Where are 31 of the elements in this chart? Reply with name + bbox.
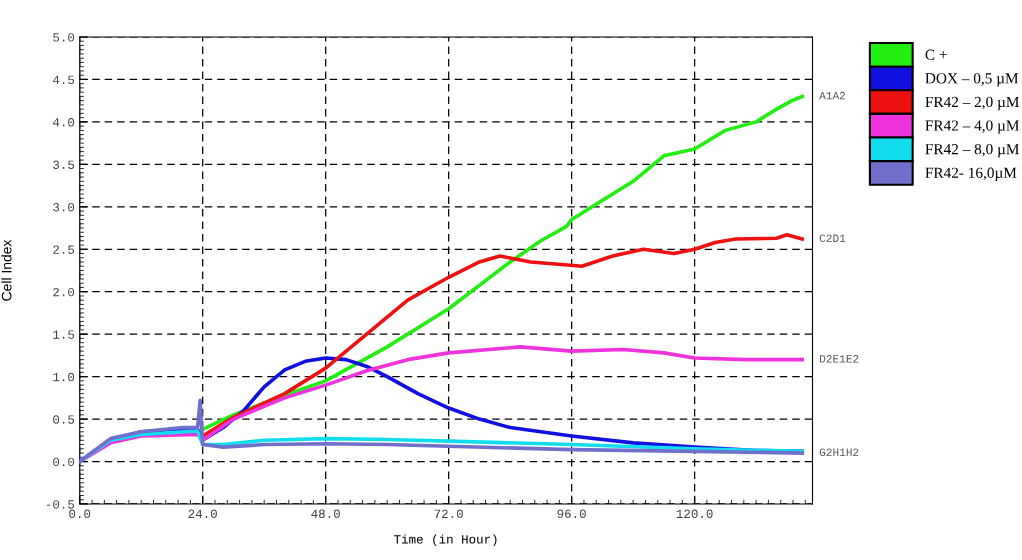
x-tick-label: 72.0 <box>434 509 463 519</box>
y-tick-label: 1.0 <box>53 372 75 382</box>
text: D2E1E2 <box>820 355 859 363</box>
text: C2D1 <box>819 234 846 243</box>
x-axis-title: Time (in Hour) <box>394 534 497 547</box>
line-series <box>79 398 805 464</box>
legend-label: FR42 – 2,0 µM <box>925 96 1019 111</box>
text: G2H1H2 <box>819 448 859 457</box>
y-tick-label: -0.5 <box>46 500 75 509</box>
y-tick-label: 2.0 <box>53 287 75 297</box>
x-tick-label: 120.0 <box>676 509 713 519</box>
y-tick-label: 3.5 <box>53 160 75 169</box>
y-axis-title: Cell Index <box>1 239 12 301</box>
legend-label: DOX – 0,5 µM <box>925 73 1019 87</box>
legend-label: FR42 – 4,0 µM <box>925 120 1019 134</box>
y-tick-label: 0.5 <box>53 415 75 424</box>
y-tick-label: 1.5 <box>53 330 75 339</box>
x-tick-label: 24.0 <box>188 509 217 519</box>
y-tick-label: 2.5 <box>53 245 75 254</box>
y-tick-label: 4.5 <box>52 75 75 85</box>
y-tick-label: 0.0 <box>53 457 75 467</box>
x-tick-label: 0.0 <box>69 509 91 519</box>
legend-label: C + <box>925 49 947 60</box>
y-tick-label: 4.0 <box>52 118 75 127</box>
x-tick-label: 48.0 <box>311 509 340 519</box>
x-tick-label: 96.0 <box>557 509 586 519</box>
y-tick-label: 3.0 <box>53 202 75 212</box>
legend-label: FR42 – 8,0 µM <box>925 143 1019 158</box>
legend-label: FR42- 16,0µM <box>925 167 1017 181</box>
text: A1A2 <box>819 91 846 100</box>
y-tick-label: 5.0 <box>53 33 75 42</box>
